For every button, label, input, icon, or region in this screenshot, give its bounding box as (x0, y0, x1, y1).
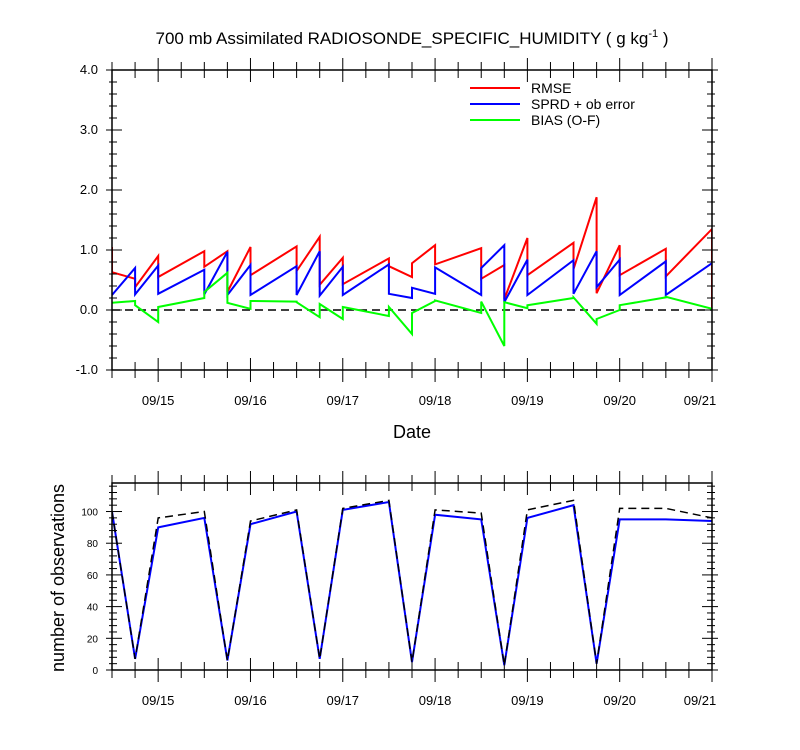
y-tick-label: 4.0 (80, 62, 98, 77)
y-tick-label: 1.0 (80, 242, 98, 257)
x-tick-label: 09/16 (234, 393, 267, 408)
x-tick-label: 09/15 (142, 693, 175, 708)
series-line-rmse (112, 196, 712, 310)
series-line-bias-o-f (112, 270, 712, 347)
y-axis-label-observations: number of observations (48, 484, 68, 672)
y-tick-label: 80 (87, 539, 99, 550)
x-tick-label: 09/18 (419, 693, 452, 708)
y-tick-label: 40 (87, 603, 99, 614)
y-tick-label: 60 (87, 571, 99, 582)
y-tick-label: 0.0 (80, 302, 98, 317)
y-tick-label: 20 (87, 634, 99, 645)
chart-title-superscript: -1 (648, 28, 658, 40)
chart-title-end: ) (658, 29, 668, 48)
bottom-plot-series (112, 499, 712, 666)
x-tick-label: 09/20 (603, 693, 636, 708)
y-tick-label: -1.0 (76, 362, 98, 377)
legend-label-3: BIAS (O-F) (531, 112, 600, 128)
x-tick-label: 09/20 (603, 393, 636, 408)
bottom-plot-frame (111, 482, 713, 671)
x-tick-label: 09/17 (326, 393, 359, 408)
series-line-possible-observations (112, 499, 712, 666)
x-tick-label: 09/19 (511, 393, 544, 408)
x-tick-label: 09/21 (684, 393, 717, 408)
top-plot-ticks: -1.0 0.0 1.0 2.0 3.0 4.0 09/15 09/16 09/17 09/18 0… (76, 58, 718, 408)
y-tick-label: 2.0 (80, 182, 98, 197)
x-axis-label: Date (393, 422, 431, 442)
y-tick-label: 0 (92, 666, 98, 677)
x-tick-label: 09/16 (234, 693, 267, 708)
y-tick-label: 100 (81, 508, 98, 519)
series-line-sprd-ob-error (112, 242, 712, 303)
top-plot: -1.0 0.0 1.0 2.0 3.0 4.0 09/15 09/16 09/17 09/18 0… (76, 58, 718, 408)
bottom-plot-ticks: 0 20 40 60 80 100 09/15 09/16 09/17 09/18 09/19 09/… (81, 471, 718, 708)
series-line-used-observations (112, 500, 712, 666)
bottom-plot: 0 20 40 60 80 100 09/15 09/16 09/17 09/18 09/19 09/… (81, 471, 718, 708)
legend-label-1: RMSE (531, 80, 571, 96)
x-tick-label: 09/19 (511, 693, 544, 708)
x-tick-label: 09/15 (142, 393, 175, 408)
y-tick-label: 3.0 (80, 122, 98, 137)
chart-title-main: 700 mb Assimilated RADIOSONDE_SPECIFIC_H… (156, 29, 649, 48)
top-plot-frame (111, 69, 713, 371)
x-tick-label: 09/17 (326, 693, 359, 708)
x-tick-label: 09/21 (684, 693, 717, 708)
legend-label-2: SPRD + ob error (531, 96, 635, 112)
x-tick-label: 09/18 (419, 393, 452, 408)
top-plot-series (112, 196, 712, 347)
chart-title: 700 mb Assimilated RADIOSONDE_SPECIFIC_H… (156, 28, 669, 48)
